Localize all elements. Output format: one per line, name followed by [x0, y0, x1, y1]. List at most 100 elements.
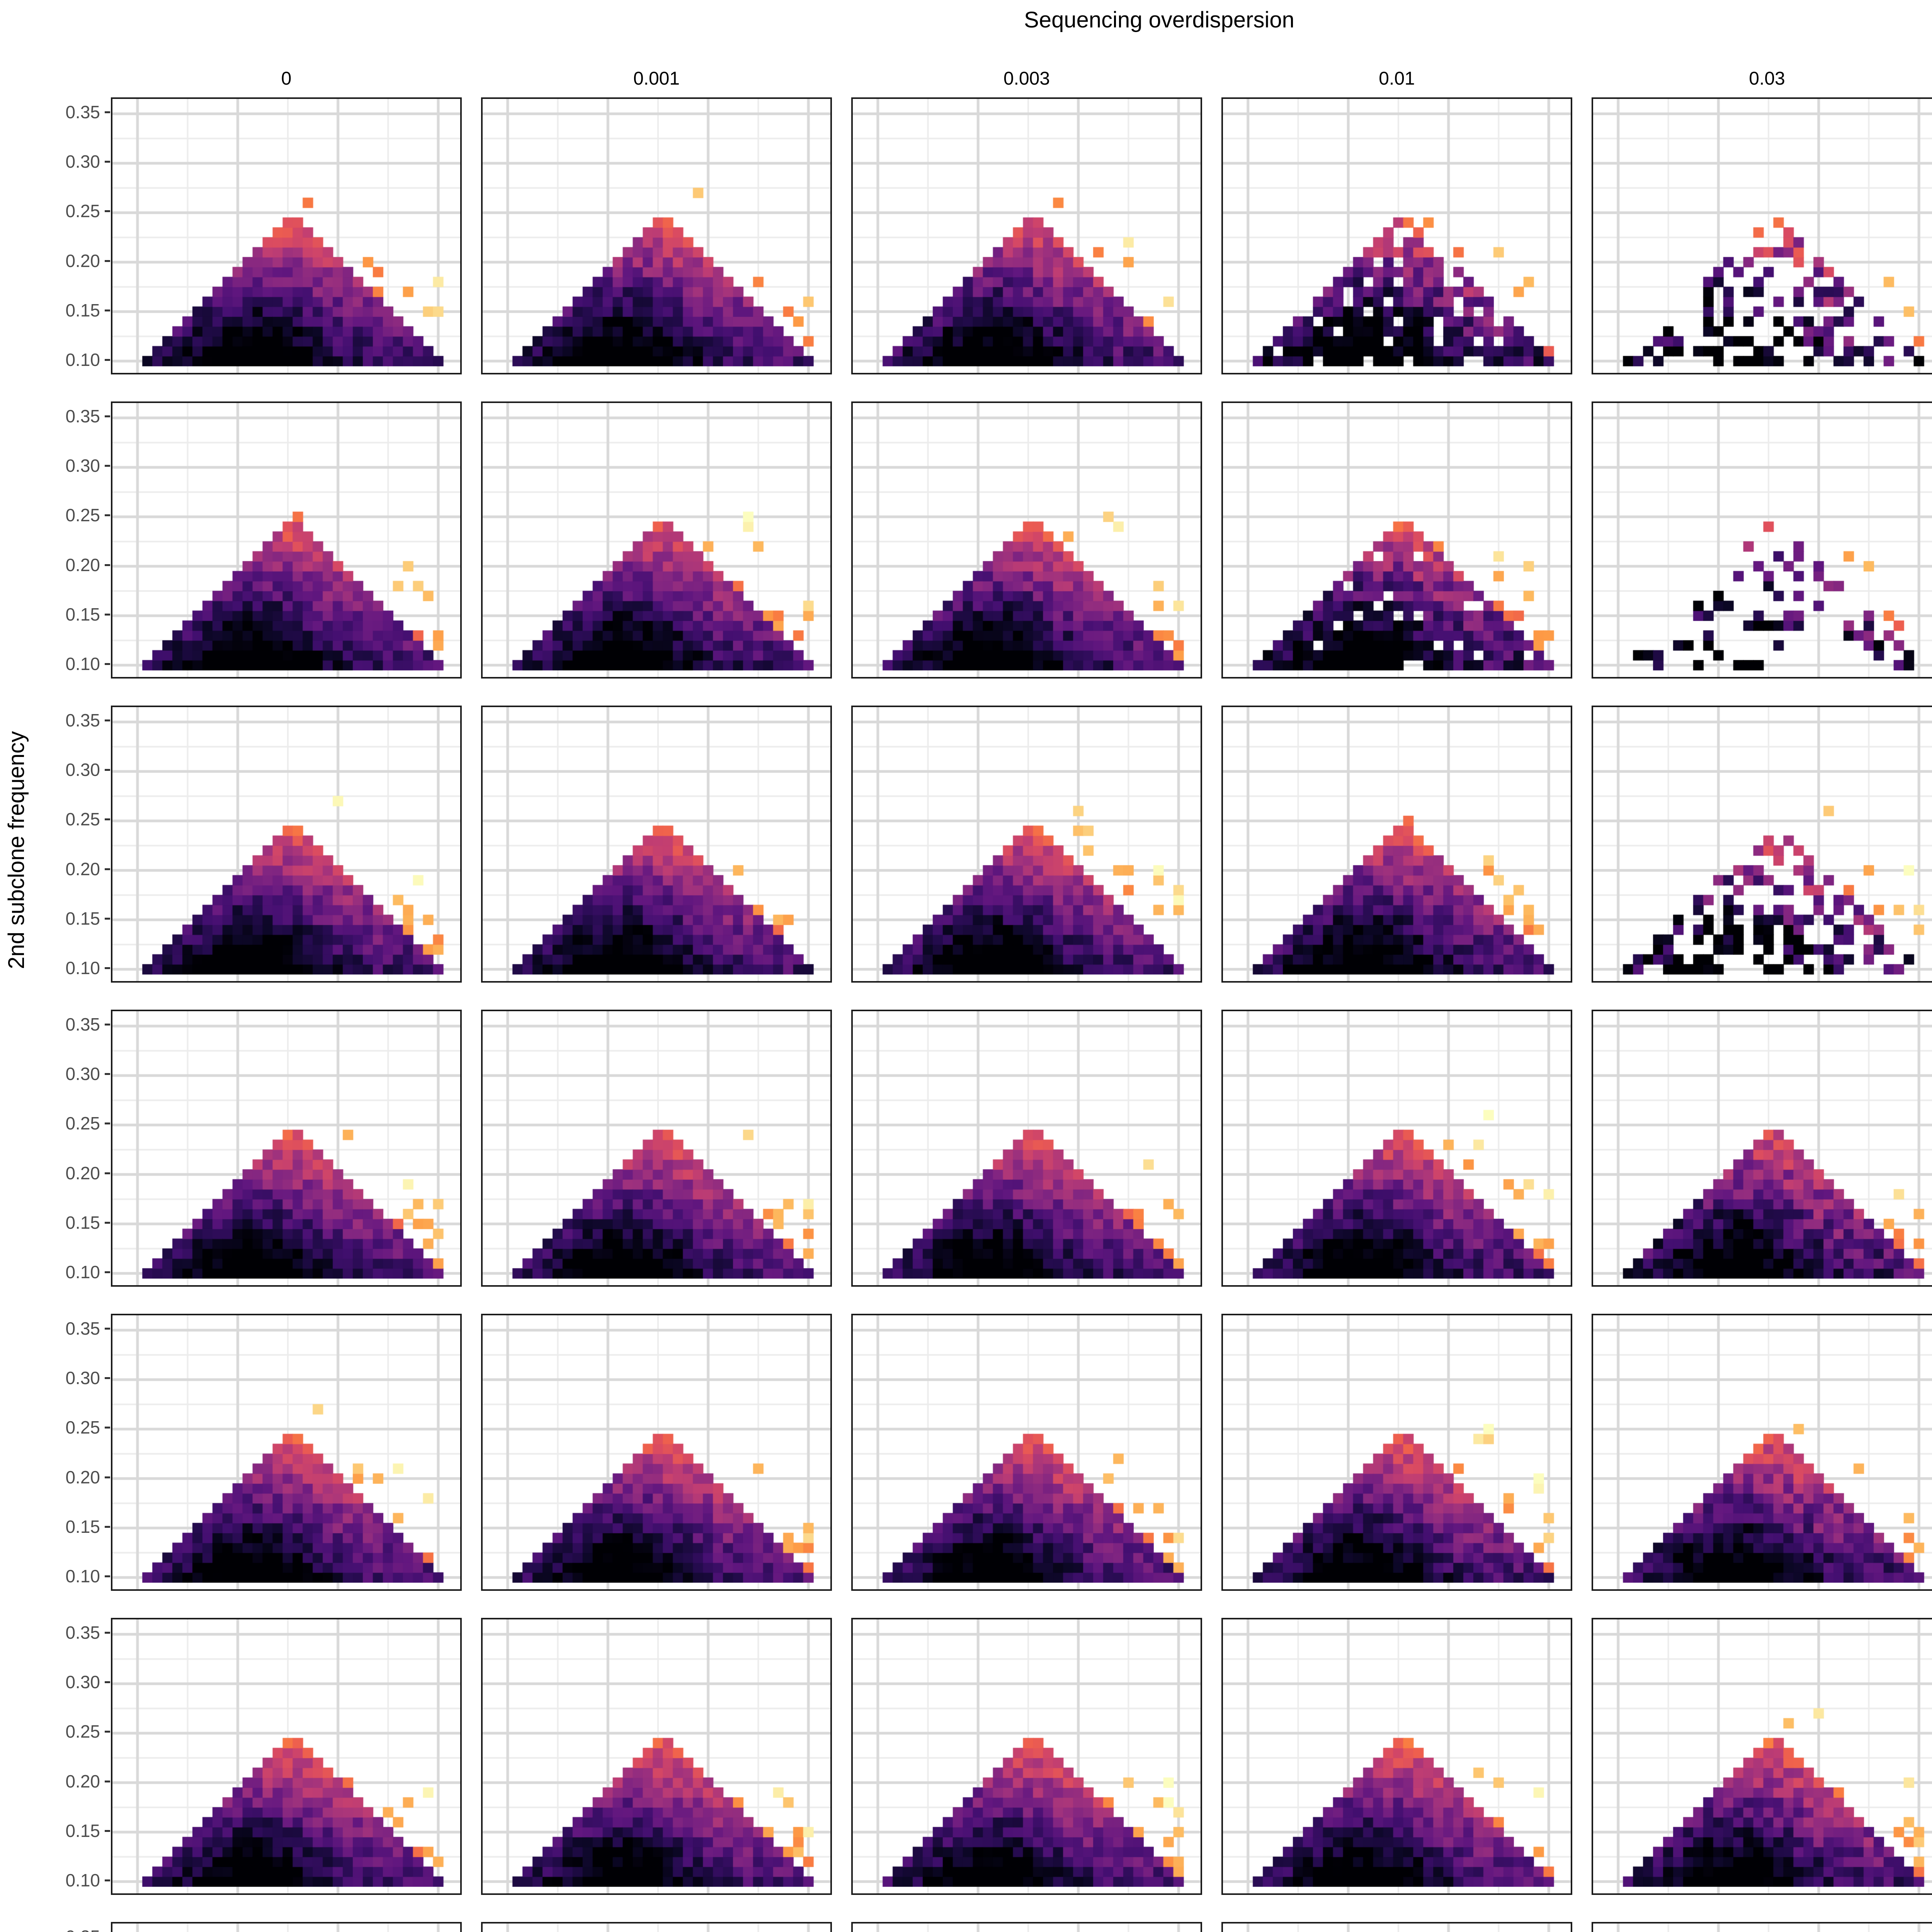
y-tick-mark: [105, 1328, 110, 1330]
y-tick-mark: [105, 415, 110, 418]
heatmap-raster: [483, 1923, 830, 1932]
facet-panel-r2-c3: [1221, 706, 1572, 983]
heatmap-raster: [1223, 1011, 1571, 1285]
y-tick-label: 0.25: [65, 1721, 100, 1742]
top-strip-title: Sequencing overdispersion: [1024, 7, 1294, 32]
y-tick-mark: [105, 1632, 110, 1634]
facet-panel-r6-c3: [1221, 1922, 1572, 1932]
heatmap-raster: [853, 707, 1201, 981]
heatmap-raster: [112, 99, 460, 373]
facet-panel-r0-c3: [1221, 97, 1572, 374]
facet-panel-r5-c2: [851, 1618, 1202, 1895]
heatmap-raster: [1593, 1619, 1932, 1893]
heatmap-raster: [1593, 403, 1932, 677]
heatmap-raster: [853, 1315, 1201, 1589]
y-tick-mark: [105, 1271, 110, 1273]
heatmap-raster: [1593, 1923, 1932, 1932]
heatmap-raster: [112, 1011, 460, 1285]
y-tick-mark: [105, 1221, 110, 1224]
y-tick-label: 0.15: [65, 1820, 100, 1841]
y-tick-mark: [105, 161, 110, 163]
y-tick-label: 0.15: [65, 1212, 100, 1233]
y-tick-label: 0.25: [65, 1417, 100, 1438]
y-tick-mark: [105, 818, 110, 821]
y-tick-mark: [105, 210, 110, 213]
y-tick-label: 0.35: [65, 1014, 100, 1035]
heatmap-raster: [483, 99, 830, 373]
y-tick-mark: [105, 1575, 110, 1577]
facet-panel-r0-c1: [481, 97, 832, 374]
y-tick-mark: [105, 719, 110, 722]
facet-panel-r1-c4: [1592, 401, 1932, 679]
heatmap-raster: [853, 403, 1201, 677]
facet-panel-r1-c0: [111, 401, 462, 679]
y-tick-label: 0.15: [65, 1516, 100, 1537]
heatmap-raster: [1593, 1011, 1932, 1285]
heatmap-raster: [112, 1619, 460, 1893]
facet-panel-r3-c3: [1221, 1010, 1572, 1287]
y-tick-mark: [105, 1024, 110, 1026]
facet-panel-r3-c4: [1592, 1010, 1932, 1287]
heatmap-raster: [853, 99, 1201, 373]
heatmap-raster: [1223, 1923, 1571, 1932]
facet-col-label-3: 0.01: [1379, 68, 1415, 89]
y-tick-mark: [105, 1427, 110, 1429]
heatmap-raster: [1223, 403, 1571, 677]
y-tick-label: 0.20: [65, 1163, 100, 1183]
heatmap-raster: [1223, 707, 1571, 981]
facet-panel-r0-c4: [1592, 97, 1932, 374]
y-tick-mark: [105, 564, 110, 566]
facet-panel-r0-c2: [851, 97, 1202, 374]
y-tick-mark: [105, 1780, 110, 1782]
facet-panel-r6-c4: [1592, 1922, 1932, 1932]
y-tick-label: 0.20: [65, 859, 100, 879]
y-tick-mark: [105, 1731, 110, 1733]
y-tick-label: 0.30: [65, 1672, 100, 1692]
y-tick-label: 0.20: [65, 250, 100, 271]
facet-panel-r5-c1: [481, 1618, 832, 1895]
heatmap-raster: [853, 1923, 1201, 1932]
y-tick-label: 0.10: [65, 1262, 100, 1282]
facet-panel-r5-c4: [1592, 1618, 1932, 1895]
facet-panel-r6-c1: [481, 1922, 832, 1932]
facet-panel-r2-c0: [111, 706, 462, 983]
facet-panel-r4-c3: [1221, 1314, 1572, 1591]
facet-panel-r3-c2: [851, 1010, 1202, 1287]
y-tick-mark: [105, 1172, 110, 1174]
heatmap-raster: [483, 1315, 830, 1589]
y-tick-label: 0.10: [65, 1870, 100, 1890]
y-tick-mark: [105, 309, 110, 311]
facet-col-label-0: 0: [281, 68, 292, 89]
y-tick-mark: [105, 260, 110, 262]
y-tick-label: 0.20: [65, 1467, 100, 1487]
heatmap-raster: [1593, 1315, 1932, 1589]
facet-panel-r3-c1: [481, 1010, 832, 1287]
heatmap-raster: [853, 1619, 1201, 1893]
facet-panel-r2-c1: [481, 706, 832, 983]
y-tick-mark: [105, 111, 110, 114]
facet-panel-r4-c1: [481, 1314, 832, 1591]
heatmap-raster: [1223, 1619, 1571, 1893]
y-tick-mark: [105, 1073, 110, 1075]
heatmap-raster: [112, 1923, 460, 1932]
y-tick-mark: [105, 967, 110, 969]
y-tick-mark: [105, 917, 110, 920]
facet-col-label-4: 0.03: [1749, 68, 1785, 89]
y-tick-label: 0.30: [65, 760, 100, 780]
y-tick-mark: [105, 1681, 110, 1684]
facet-panel-r4-c2: [851, 1314, 1202, 1591]
y-tick-label: 0.35: [65, 1622, 100, 1643]
facet-panel-r3-c0: [111, 1010, 462, 1287]
y-tick-label: 0.35: [65, 406, 100, 427]
heatmap-raster: [483, 403, 830, 677]
y-tick-mark: [105, 359, 110, 361]
facet-panel-r2-c4: [1592, 706, 1932, 983]
facet-panel-r1-c1: [481, 401, 832, 679]
heatmap-raster: [483, 707, 830, 981]
y-tick-mark: [105, 769, 110, 771]
y-tick-label: 0.10: [65, 1566, 100, 1586]
facet-panel-r4-c0: [111, 1314, 462, 1591]
y-tick-label: 0.25: [65, 201, 100, 221]
y-tick-label: 0.25: [65, 505, 100, 526]
